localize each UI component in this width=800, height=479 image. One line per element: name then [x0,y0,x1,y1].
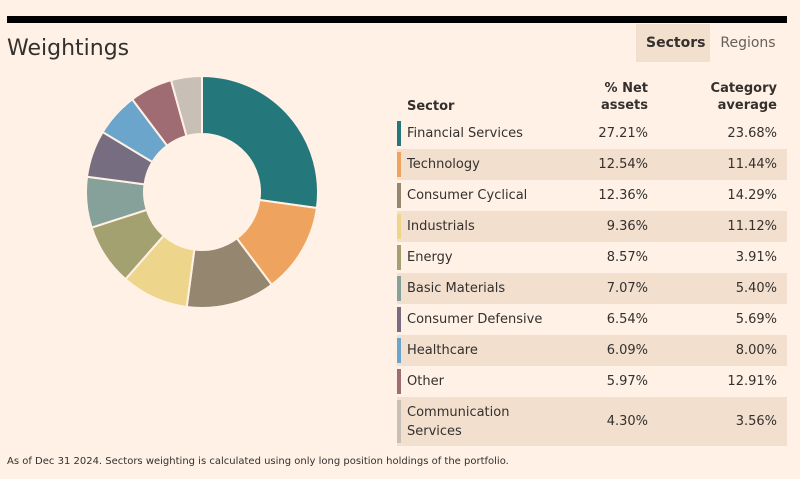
legend-swatch [397,276,401,301]
net-assets-value: 27.21% [598,126,648,141]
tab-regions[interactable]: Regions [720,35,776,51]
sector-column-header: Sector [407,99,455,114]
net-assets-value: 7.07% [606,281,648,296]
page-title: Weightings [7,36,130,61]
donut-slice-financial-services [201,74,319,210]
net-assets-value: 5.97% [606,374,648,389]
sector-name: Consumer Defensive [407,312,543,327]
category-average-value: 11.44% [727,157,777,172]
table-row: Communication Services 4.30% 3.56% [397,397,787,446]
table-row: Financial Services 27.21% 23.68% [397,118,787,149]
net-assets-value: 9.36% [606,219,648,234]
table-row: Other 5.97% 12.91% [397,366,787,397]
net-assets-value: 6.09% [606,343,648,358]
sector-name: Healthcare [407,343,478,358]
legend-swatch [397,121,401,146]
table-row: Consumer Defensive 6.54% 5.69% [397,304,787,335]
table-row: Basic Materials 7.07% 5.40% [397,273,787,304]
net-assets-value: 4.30% [606,414,648,429]
sector-name: Technology [407,157,480,172]
footnote: As of Dec 31 2024. Sectors weighting is … [7,456,509,467]
category-average-value: 12.91% [727,374,777,389]
weightings-tabs: Sectors Regions [636,24,786,62]
sector-name: Financial Services [407,126,523,141]
net-assets-column-header: % Net assets [600,81,648,113]
category-average-value: 14.29% [727,188,777,203]
tab-sectors[interactable]: Sectors [636,24,710,62]
category-average-value: 8.00% [735,343,777,358]
category-average-value: 5.69% [735,312,777,327]
table-row: Healthcare 6.09% 8.00% [397,335,787,366]
table-row: Energy 8.57% 3.91% [397,242,787,273]
table-row: Technology 12.54% 11.44% [397,149,787,180]
sector-name: Energy [407,250,453,265]
legend-swatch [397,214,401,239]
sector-donut-chart [85,74,319,309]
donut-slice-communication-services [169,74,203,138]
category-average-value: 11.12% [727,219,777,234]
category-average-value: 23.68% [727,126,777,141]
legend-swatch [397,338,401,363]
sector-name: Other [407,374,444,389]
legend-swatch [397,183,401,208]
net-assets-value: 12.54% [598,157,648,172]
table-row: Consumer Cyclical 12.36% 14.29% [397,180,787,211]
table-header: Sector % Net assets Category average [397,78,787,118]
legend-swatch [397,369,401,394]
category-average-column-header: Category average [710,81,777,113]
category-average-value: 3.91% [735,250,777,265]
sector-name: Industrials [407,219,475,234]
top-rule [7,16,787,23]
legend-swatch [397,400,401,443]
legend-swatch [397,245,401,270]
net-assets-value: 6.54% [606,312,648,327]
sector-name: Communication Services [407,404,510,439]
category-average-value: 3.56% [735,414,777,429]
net-assets-value: 12.36% [598,188,648,203]
sector-name: Consumer Cyclical [407,188,528,203]
table-row: Industrials 9.36% 11.12% [397,211,787,242]
legend-swatch [397,307,401,332]
sector-name: Basic Materials [407,281,506,296]
category-average-value: 5.40% [735,281,777,296]
sector-table: Sector % Net assets Category average Fin… [397,78,787,446]
net-assets-value: 8.57% [606,250,648,265]
legend-swatch [397,152,401,177]
